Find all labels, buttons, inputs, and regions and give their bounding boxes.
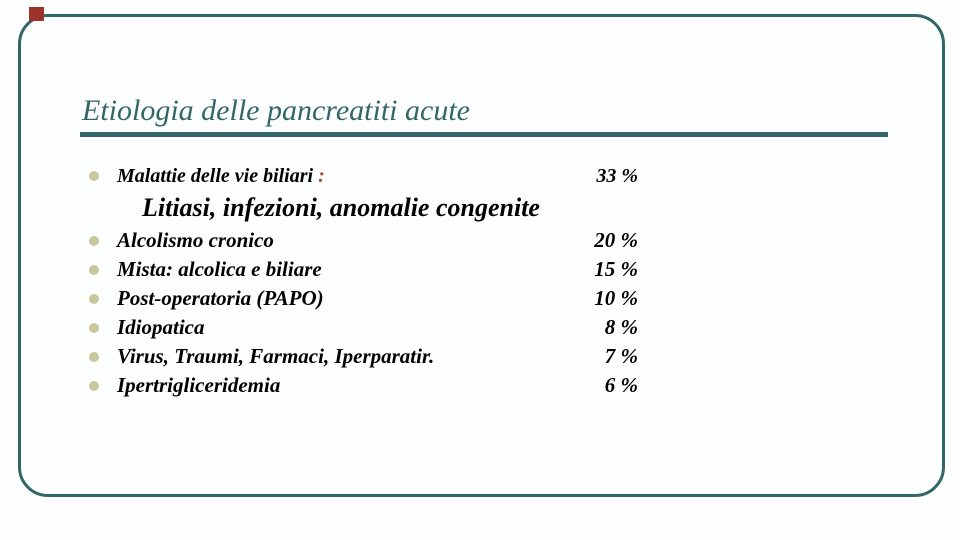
list-item: Post-operatoria (PAPO) 10 %	[82, 284, 638, 313]
percentage-value: 8 %	[604, 315, 638, 339]
bullet-icon	[89, 293, 99, 304]
red-accent-square	[29, 7, 44, 21]
bullet-icon	[89, 171, 99, 181]
slide-border-frame	[18, 14, 945, 497]
list-item-label: Post-operatoria (PAPO)	[117, 286, 324, 310]
list-item-label: Ipertrigliceridemia	[117, 373, 281, 397]
percentage-value: 15 %	[594, 257, 638, 281]
list-item: Alcolismo cronico 20 %	[82, 226, 638, 255]
list-item-label: Mista: alcolica e biliare	[117, 257, 322, 281]
list-item-label: Virus, Traumi, Farmaci, Iperparatir.	[117, 344, 435, 368]
list-item: Ipertrigliceridemia 6 %	[82, 371, 638, 400]
list-item: Virus, Traumi, Farmaci, Iperparatir. 7 %	[82, 342, 638, 371]
percentage-value: 6 %	[604, 373, 638, 397]
percentage-value: 10 %	[594, 286, 638, 310]
bullet-icon	[89, 322, 99, 333]
bullet-icon	[89, 264, 99, 275]
list-item-label: Alcolismo cronico	[117, 228, 274, 252]
list-item: Malattie delle vie biliari : 33 %	[82, 162, 638, 190]
list-item: Idiopatica 8 %	[82, 313, 638, 342]
slide-title: Etiologia delle pancreatiti acute	[82, 94, 470, 127]
percentage-value: 7 %	[604, 344, 638, 368]
bullet-icon	[89, 235, 99, 246]
title-underline-rule	[80, 132, 888, 137]
percentage-value: 20 %	[594, 228, 638, 252]
slide-body: Malattie delle vie biliari : 33 % Litias…	[82, 162, 638, 400]
list-item-label: Malattie delle vie biliari :	[117, 165, 596, 188]
list-item-text: Malattie delle vie biliari	[117, 164, 314, 187]
percentage-value: 33 %	[596, 164, 638, 187]
list-item-label: Idiopatica	[117, 315, 205, 339]
list-items: Alcolismo cronico 20 % Mista: alcolica e…	[82, 226, 638, 400]
list-item: Mista: alcolica e biliare 15 %	[82, 255, 638, 284]
bullet-icon	[89, 380, 99, 391]
red-colon: :	[318, 164, 325, 187]
sub-item-text: Litiasi, infezioni, anomalie congenite	[142, 193, 540, 222]
bullet-icon	[89, 351, 99, 362]
